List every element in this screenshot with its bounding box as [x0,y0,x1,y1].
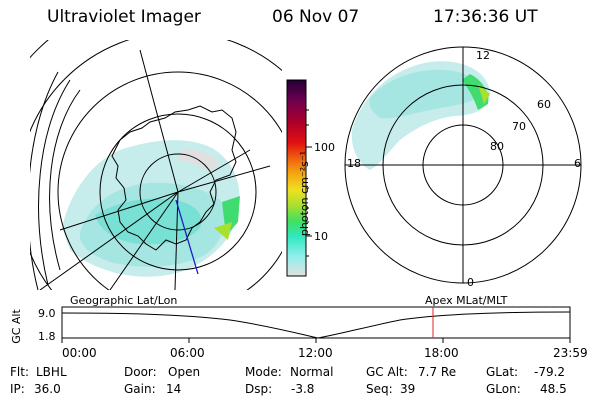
ground-track [175,199,199,275]
mode-value: Normal [290,365,334,379]
colorbar-tick-10: 10 [314,230,328,243]
flt-label: Flt: [10,365,29,379]
mlt-label-0: 0 [467,276,474,289]
xtick-0000: 00:00 [62,346,97,360]
timeline-frame [61,306,571,339]
dsp-label: Dsp: [245,382,273,396]
seq-label: Seq: [366,382,393,396]
mlt-label-6: 6 [574,157,581,170]
colorbar-scale [286,79,307,277]
glon-value: 48.5 [540,382,567,396]
meridians [39,49,271,290]
mlat-label-60: 60 [537,98,551,111]
door-value: Open [168,365,201,379]
dsp-value: -3.8 [291,382,315,396]
mlt-label-12: 12 [476,49,490,62]
flt-value: LBHL [36,365,67,379]
xtick-1200: 12:00 [298,346,333,360]
mlat-label-70: 70 [512,120,526,133]
mlt-label-18: 18 [347,157,361,170]
horizon-arcs [30,71,81,290]
door-label: Door: [124,365,157,379]
ytick-9: 9.0 [38,307,56,320]
gain-label: Gain: [124,382,156,396]
instrument-title: Ultraviolet Imager [47,7,201,27]
time-label: 17:36:36 UT [433,7,538,27]
ip-value: 36.0 [34,382,61,396]
ytick-1-8: 1.8 [38,330,56,343]
mode-label: Mode: [245,365,282,379]
glat-label: GLat: [486,365,519,379]
mlat-label-80: 80 [490,140,504,153]
apex-label: Apex MLat/MLT [425,294,508,307]
seq-value: 39 [400,382,416,396]
gc-alt-value: 7.7 Re [418,365,457,379]
xtick-1800: 18:00 [424,346,459,360]
glat-value: -79.2 [534,365,566,379]
geographic-label: Geographic Lat/Lon [70,294,178,307]
gc-alt-label: GC Alt: [366,365,408,379]
coastline [111,105,237,251]
xtick-0600: 06:00 [170,346,205,360]
ip-label: IP: [10,382,25,396]
lat-circles [30,40,282,290]
altitude-curve [61,311,571,339]
xtick-2359: 23:59 [553,346,588,360]
polar-grid [344,46,582,284]
glon-label: GLon: [486,382,521,396]
colorbar-tick-100: 100 [314,141,335,154]
date-label: 06 Nov 07 [272,7,360,27]
gain-value: 14 [166,382,182,396]
